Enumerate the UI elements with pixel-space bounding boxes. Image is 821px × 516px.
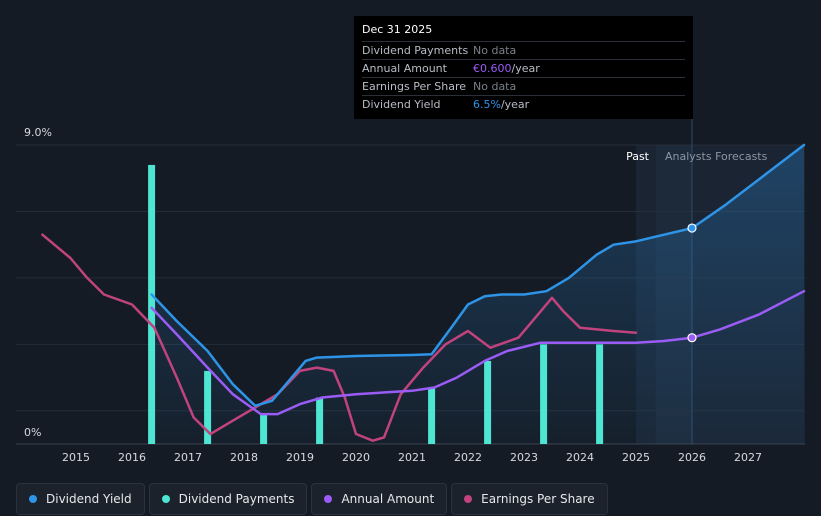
tooltip-date: Dec 31 2025 bbox=[362, 23, 433, 36]
tooltip-unit: /year bbox=[511, 62, 540, 75]
past-label: Past bbox=[626, 150, 650, 163]
dividend-payment-bar bbox=[540, 344, 548, 444]
x-tick-label: 2019 bbox=[286, 451, 314, 464]
x-tick-label: 2026 bbox=[678, 451, 706, 464]
y-label-top: 9.0% bbox=[24, 126, 52, 139]
dividend-payment-bar bbox=[596, 344, 604, 444]
legend-dot bbox=[464, 495, 473, 503]
legend: Dividend Yield Dividend Payments Annual … bbox=[16, 483, 608, 515]
tooltip-row-earnings-per-share: Earnings Per Share No data bbox=[362, 77, 685, 95]
legend-dot bbox=[324, 495, 333, 503]
tooltip-value: No data bbox=[473, 44, 517, 57]
dividend-payment-bar bbox=[316, 397, 324, 444]
dividend-payment-bar bbox=[148, 164, 156, 444]
earnings-per-share-line bbox=[41, 233, 638, 442]
legend-label: Earnings Per Share bbox=[481, 492, 595, 506]
forecast-label: Analysts Forecasts bbox=[665, 150, 768, 163]
dividend-payment-bar bbox=[260, 414, 268, 444]
y-label-bottom: 0% bbox=[24, 426, 41, 439]
x-tick-label: 2021 bbox=[398, 451, 426, 464]
legend-label: Dividend Yield bbox=[46, 492, 132, 506]
tooltip-value: 6.5% bbox=[473, 98, 501, 111]
x-tick-label: 2018 bbox=[230, 451, 258, 464]
dividend-payment-bar bbox=[204, 370, 212, 444]
tooltip-label: Dividend Yield bbox=[362, 98, 441, 111]
tooltip-unit: /year bbox=[500, 98, 530, 111]
tooltip-label: Dividend Payments bbox=[362, 44, 469, 57]
legend-item-annual-amount[interactable]: Annual Amount bbox=[311, 483, 448, 515]
legend-item-dividend-payments[interactable]: Dividend Payments bbox=[148, 483, 308, 515]
tooltip: Dec 31 2025 Dividend Payments No data An… bbox=[354, 16, 693, 119]
tooltip-row-annual-amount: Annual Amount €0.600/year bbox=[362, 59, 685, 77]
x-tick-label: 2016 bbox=[118, 451, 146, 464]
x-tick-label: 2020 bbox=[342, 451, 370, 464]
x-tick-label: 2023 bbox=[510, 451, 538, 464]
legend-dot bbox=[29, 495, 37, 503]
x-tick-label: 2027 bbox=[734, 451, 762, 464]
legend-label: Annual Amount bbox=[341, 492, 435, 506]
marker bbox=[687, 333, 697, 343]
tooltip-label: Annual Amount bbox=[362, 62, 447, 75]
legend-dot bbox=[161, 495, 170, 503]
x-tick-label: 2022 bbox=[454, 451, 482, 464]
legend-label: Dividend Payments bbox=[178, 492, 295, 506]
tooltip-row-dividend-payments: Dividend Payments No data bbox=[362, 41, 685, 59]
x-tick-label: 2025 bbox=[622, 451, 650, 464]
legend-item-earnings-per-share[interactable]: Earnings Per Share bbox=[451, 483, 608, 515]
dividend-yield-line bbox=[150, 143, 806, 408]
legend-item-dividend-yield[interactable]: Dividend Yield bbox=[16, 483, 145, 515]
x-tick-label: 2024 bbox=[566, 451, 594, 464]
marker bbox=[687, 223, 697, 233]
tooltip-value: €0.600 bbox=[473, 62, 512, 75]
tooltip-value: No data bbox=[473, 80, 517, 93]
x-tick-label: 2017 bbox=[174, 451, 202, 464]
tooltip-label: Earnings Per Share bbox=[362, 80, 467, 93]
x-tick-label: 2015 bbox=[62, 451, 90, 464]
annual-amount-line bbox=[150, 289, 806, 416]
tooltip-row-dividend-yield: Dividend Yield 6.5%/year bbox=[362, 95, 685, 113]
dividend-payment-bar bbox=[428, 387, 436, 444]
dividend-payment-bar bbox=[484, 360, 492, 444]
